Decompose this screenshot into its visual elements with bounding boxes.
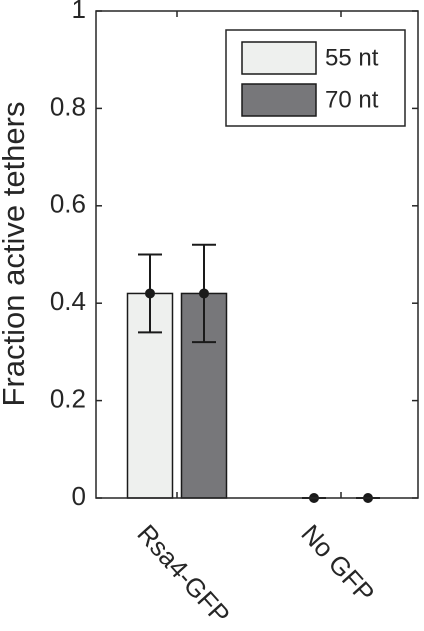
y-tick-label: 0.8 bbox=[50, 91, 86, 121]
plot-frame bbox=[95, 10, 419, 499]
y-tick-label: 1 bbox=[72, 0, 86, 24]
y-tick-label: 0.4 bbox=[50, 286, 86, 316]
y-tick-label: 0.2 bbox=[50, 383, 86, 413]
x-tick-label: No GFP bbox=[295, 519, 380, 609]
y-tick-label: 0 bbox=[72, 481, 86, 511]
error-bar-part bbox=[199, 288, 209, 299]
error-bar-part bbox=[145, 288, 155, 299]
error-bar bbox=[192, 243, 216, 344]
error-bar bbox=[138, 253, 162, 334]
y-axis-label: Fraction active tethers bbox=[0, 102, 31, 407]
y-tick-label: 0.6 bbox=[50, 189, 86, 219]
legend-swatch bbox=[241, 83, 317, 117]
x-tick-label: Rsa4-GFP bbox=[131, 519, 235, 630]
legend-swatch bbox=[241, 41, 317, 75]
legend-label: 55 nt bbox=[325, 44, 379, 71]
legend-label: 70 nt bbox=[325, 86, 379, 113]
